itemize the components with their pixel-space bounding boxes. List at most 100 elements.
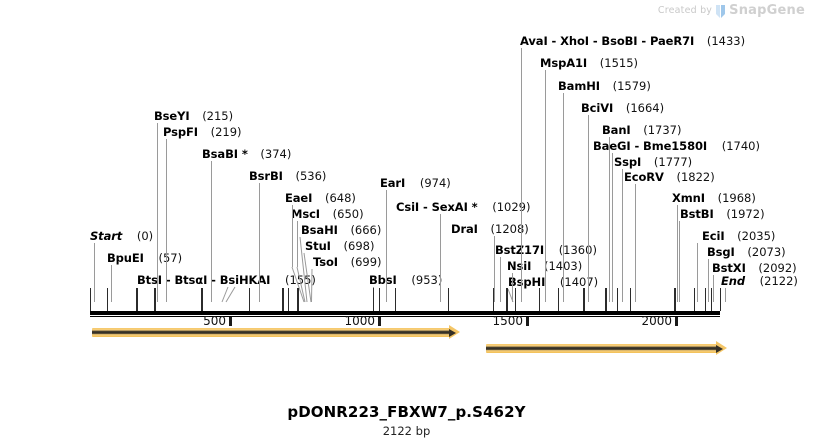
site-position: (374) [260, 147, 292, 161]
site-label-xmni[interactable]: XmnI (1968) [672, 192, 756, 204]
site-tick-1433 [515, 288, 516, 311]
leader-line-avai [521, 48, 522, 302]
leader-line-bstxi [713, 275, 714, 302]
site-label-csii-sexai[interactable]: CsiI - SexAI * (1029) [396, 201, 531, 213]
site-name: SspI [614, 155, 642, 169]
site-name: PspFI [163, 125, 198, 139]
site-label-msci[interactable]: MscI (650) [291, 208, 364, 220]
site-label-sspi[interactable]: SspI (1777) [614, 156, 692, 168]
site-label-bani[interactable]: BanI (1737) [602, 124, 682, 136]
site-tick-1968 [674, 288, 675, 311]
site-position: (1515) [599, 56, 639, 70]
site-name: StuI [305, 239, 331, 253]
site-label-end[interactable]: End (2122) [721, 275, 798, 287]
site-label-avai-xhoi-bsobi-paer7i[interactable]: AvaI - XhoI - BsoBI - PaeR7I (1433) [520, 35, 745, 47]
site-tick-1737 [605, 288, 606, 311]
site-label-baegi-bme1580i[interactable]: BaeGI - Bme1580I (1740) [593, 140, 760, 152]
site-tick-666 [288, 288, 289, 311]
site-label-eaei[interactable]: EaeI (648) [285, 192, 356, 204]
leader-line-end [725, 288, 726, 302]
ruler-tick-1000 [378, 317, 381, 326]
site-label-bstxi[interactable]: BstXI (2092) [712, 262, 797, 274]
site-label-bsabi[interactable]: BsaBI * (374) [202, 148, 291, 160]
site-position: (699) [350, 255, 382, 269]
site-tick-1208 [448, 288, 449, 311]
leader-line-csii [440, 214, 441, 302]
leader-line-bsgi [708, 259, 709, 302]
site-tick-219 [155, 288, 156, 311]
site-tick-953 [373, 288, 374, 311]
site-name: CsiI - SexAI [396, 200, 468, 214]
watermark-brand: SnapGene [729, 3, 805, 18]
site-position: (155) [284, 273, 316, 287]
feature-arrow-2[interactable] [486, 341, 727, 355]
site-name: BpuEI [107, 251, 144, 265]
site-tick-1515 [539, 288, 540, 311]
site-label-bpuei[interactable]: BpuEI (57) [107, 252, 182, 264]
site-position: (953) [411, 273, 443, 287]
leader-line-bpuei [111, 265, 112, 302]
site-label-bsahi[interactable]: BsaHI (666) [301, 224, 381, 236]
leader-line-bstbi [679, 221, 680, 302]
site-position: (1972) [726, 207, 765, 221]
site-label-bamhi[interactable]: BamHI (1579) [558, 80, 651, 92]
site-name: BsrBI [249, 169, 283, 183]
leader-line-eaei [292, 205, 293, 267]
site-tick-1740 [606, 288, 607, 311]
leader-line-bstz17i [500, 257, 501, 302]
sequence-length-label: 2122 bp [382, 424, 431, 438]
leader-line-bamhi [563, 93, 564, 302]
site-label-ecorv[interactable]: EcoRV (1822) [624, 171, 715, 183]
leader-line-ecii [697, 243, 698, 302]
site-tick-536 [249, 288, 250, 311]
leader-line-ecorv [635, 184, 636, 302]
snapgene-watermark: Created by SnapGene [658, 3, 805, 18]
site-position: (2073) [747, 245, 786, 259]
leader-line-sspi [622, 169, 623, 302]
site-label-ecii[interactable]: EciI (2035) [702, 230, 775, 242]
site-label-drai[interactable]: DraI (1208) [451, 223, 529, 235]
site-tick-57 [107, 288, 108, 311]
site-label-bseyi[interactable]: BseYI (215) [154, 110, 233, 122]
site-label-bcivi[interactable]: BciVI (1664) [581, 102, 664, 114]
ruler-label-1500: 1500 [492, 314, 523, 328]
site-tick-0 [90, 288, 91, 311]
leader-line-bsrbi [259, 183, 260, 302]
site-tick-698 [297, 288, 298, 311]
site-label-start[interactable]: Start (0) [90, 230, 153, 242]
leader-line-pspfi [166, 139, 167, 302]
leader-line-bsabi [211, 161, 212, 302]
site-tick-1664 [583, 288, 585, 311]
leader-line-baegi [612, 153, 613, 302]
site-name: EcoRV [624, 170, 664, 184]
site-position: (648) [324, 191, 356, 205]
site-tick-2035 [694, 288, 695, 311]
site-name: BaeGI - Bme1580I [593, 139, 708, 153]
site-label-eari[interactable]: EarI (974) [380, 177, 451, 189]
site-label-bsrbi[interactable]: BsrBI (536) [249, 170, 326, 182]
site-label-mspa1i[interactable]: MspA1I (1515) [540, 57, 638, 69]
site-label-bsgi[interactable]: BsgI (2073) [707, 246, 786, 258]
site-label-stui[interactable]: StuI (698) [305, 240, 374, 252]
site-label-bstbi[interactable]: BstBI (1972) [680, 208, 765, 220]
site-position: (2035) [737, 229, 776, 243]
ruler-tick-500 [229, 317, 232, 326]
feature-arrow-1[interactable] [92, 325, 460, 339]
site-position: (1968) [717, 191, 756, 205]
star-marker: * [237, 147, 248, 161]
site-label-tsoi[interactable]: TsoI (699) [313, 256, 382, 268]
leader-line-bseyi [157, 123, 158, 302]
leader-line-bani [609, 137, 610, 302]
site-label-bbsi[interactable]: BbsI (953) [369, 274, 442, 286]
site-position: (1407) [559, 275, 599, 289]
feature-arrow-1-head-inner [449, 328, 456, 337]
site-position: (2092) [758, 261, 797, 275]
site-tick-650 [283, 288, 284, 311]
site-name: BsaBI [202, 147, 238, 161]
site-tick-2122 [720, 288, 721, 311]
site-name: NsiI [507, 259, 532, 273]
site-label-btsi-btsai-bsihkai[interactable]: BtsI - BtsαI - BsiHKAI (155) [137, 274, 316, 286]
site-label-bstz17i[interactable]: BstZ17I (1360) [495, 244, 597, 256]
site-position: (215) [202, 109, 234, 123]
site-label-pspfi[interactable]: PspFI (219) [163, 126, 242, 138]
